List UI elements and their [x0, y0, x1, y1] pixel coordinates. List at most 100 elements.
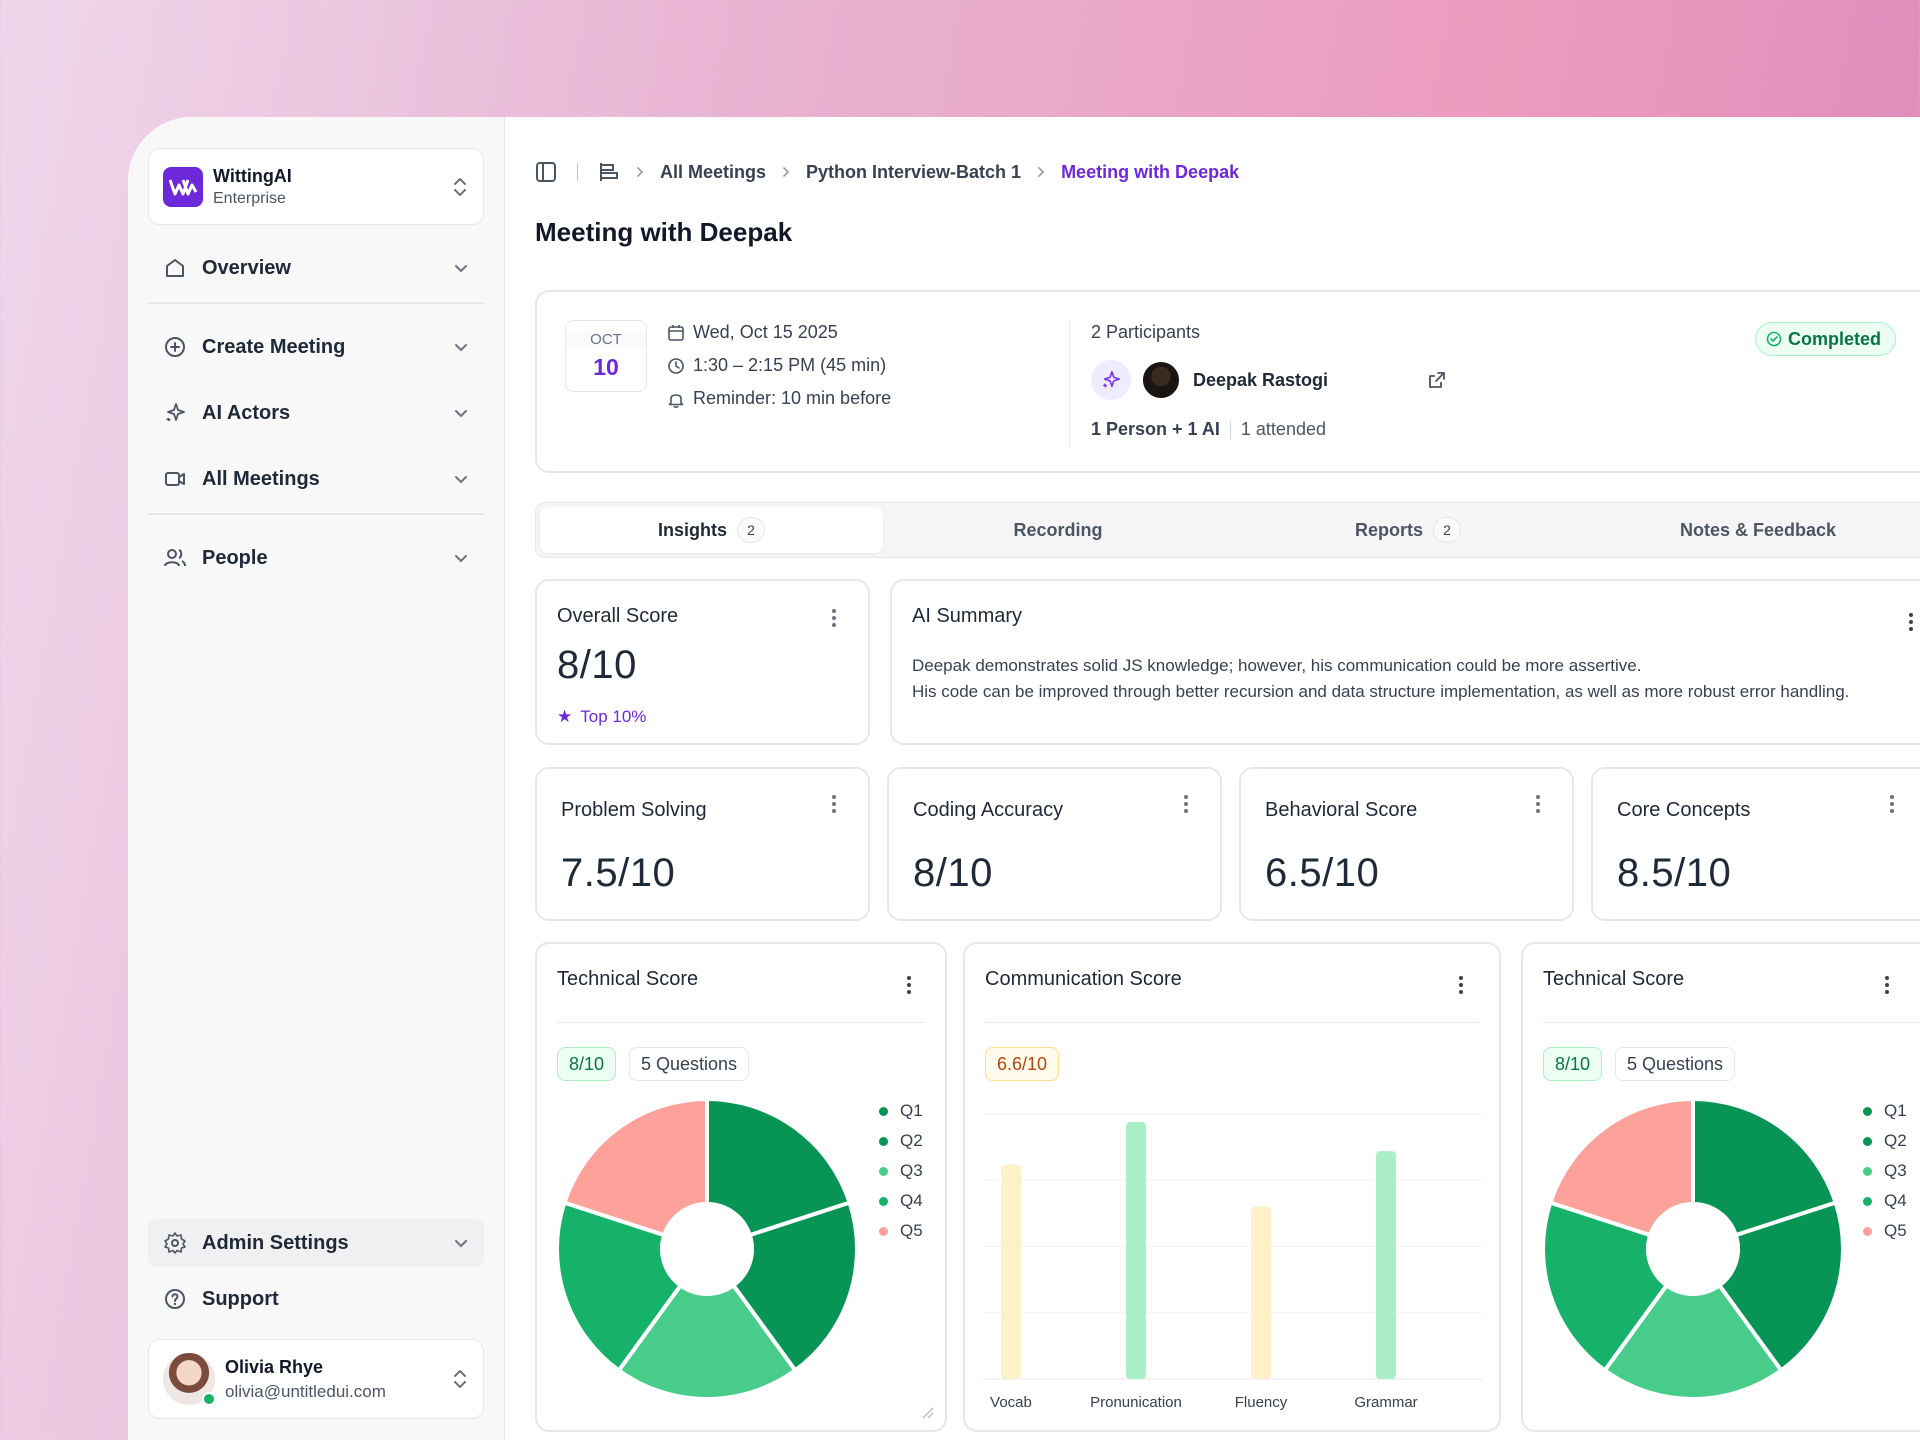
pie-slice-q4[interactable] — [557, 1200, 683, 1373]
legend-swatch — [1863, 1106, 1872, 1116]
pie-slice-q3[interactable] — [1602, 1283, 1784, 1399]
sidebar-item-create-meeting[interactable]: Create Meeting — [148, 323, 484, 371]
tab-notes-feedback[interactable]: Notes & Feedback — [1583, 507, 1920, 553]
more-vertical-icon[interactable] — [905, 974, 913, 996]
card-title: Overall Score — [557, 605, 679, 627]
more-vertical-icon[interactable] — [1888, 793, 1896, 815]
technical-score-card-2: Technical Score 8/10 5 Questions Q1 Q2 Q3 Q… — [1521, 942, 1920, 1432]
user-account-switcher[interactable]: Olivia Rhye olivia@untitledui.com — [148, 1339, 484, 1419]
sidebar-item-admin-settings[interactable]: Admin Settings — [148, 1219, 484, 1267]
breadcrumb-all-meetings[interactable]: All Meetings — [660, 161, 767, 182]
sidebar-item-label: AI Actors — [202, 401, 291, 424]
chevron-down-icon — [455, 555, 467, 563]
bar-fluency[interactable] — [1251, 1206, 1271, 1379]
users-icon — [162, 545, 188, 571]
participant-name[interactable]: Deepak Rastogi — [1193, 370, 1329, 390]
org-plan: Enterprise — [213, 189, 286, 207]
pie-slice-q1[interactable] — [705, 1099, 852, 1238]
sidebar-item-people[interactable]: People — [148, 534, 484, 582]
card-title: Technical Score — [1543, 968, 1685, 990]
rank-badge: ★ Top 10% — [557, 707, 646, 727]
sidebar-item-label: All Meetings — [202, 467, 320, 490]
bar-grammar[interactable] — [1376, 1151, 1396, 1379]
org-name: WittingAI — [213, 165, 292, 186]
bar-vocab[interactable] — [1001, 1164, 1021, 1379]
legend-item-q3: Q3 — [879, 1156, 923, 1186]
attended-count: 1 attended — [1240, 419, 1326, 439]
legend-item-q5: Q5 — [1863, 1216, 1907, 1246]
breadcrumb-current[interactable]: Meeting with Deepak — [1061, 161, 1240, 182]
summary-text: Deepak demonstrates solid JS knowledge; … — [912, 653, 1912, 705]
card-title: Core Concepts — [1617, 799, 1751, 821]
legend-swatch — [879, 1196, 888, 1206]
coding-accuracy-card: Coding Accuracy 8/10 — [887, 767, 1222, 921]
legend-item-q3: Q3 — [1863, 1156, 1907, 1186]
legend-label: Q5 — [1884, 1221, 1907, 1240]
legend-label: Q3 — [900, 1161, 923, 1180]
technical-score-pie-chart-2 — [1543, 1099, 1843, 1399]
legend-item-q1: Q1 — [1863, 1096, 1907, 1126]
legend-label: Q4 — [1884, 1191, 1907, 1210]
tab-recording[interactable]: Recording — [883, 507, 1233, 553]
more-vertical-icon[interactable] — [1907, 611, 1915, 633]
legend-label: Q4 — [900, 1191, 923, 1210]
breadcrumb-batch[interactable]: Python Interview-Batch 1 — [806, 161, 1022, 182]
technical-score-pie-chart — [557, 1099, 857, 1399]
score-badge: 6.6/10 — [985, 1047, 1060, 1081]
legend-swatch — [1863, 1136, 1872, 1146]
chevron-down-icon — [455, 265, 467, 273]
chevron-right-icon — [1038, 167, 1045, 177]
sidebar-item-support[interactable]: Support — [148, 1275, 484, 1323]
sidebar-item-ai-actors[interactable]: AI Actors — [148, 389, 484, 437]
meeting-reminder-row: Reminder: 10 min before — [667, 388, 891, 409]
more-vertical-icon[interactable] — [1883, 974, 1891, 996]
sidebar-item-all-meetings[interactable]: All Meetings — [148, 455, 484, 503]
legend-swatch — [1863, 1166, 1872, 1176]
org-switcher[interactable]: WittingAI Enterprise — [148, 148, 484, 225]
meeting-details-card: OCT 10 Wed, Oct 15 2025 1:30 – 2:15 PM (… — [535, 290, 1920, 473]
more-vertical-icon[interactable] — [1182, 793, 1190, 815]
tab-insights[interactable]: Insights 2 — [540, 507, 883, 553]
tab-label: Notes & Feedback — [1679, 519, 1837, 540]
score-value: 7.5/10 — [561, 851, 676, 895]
avatar — [163, 1353, 216, 1406]
legend-item-q2: Q2 — [1863, 1126, 1907, 1156]
card-title: Coding Accuracy — [913, 799, 1064, 821]
behavioral-score-card: Behavioral Score 6.5/10 — [1239, 767, 1574, 921]
more-vertical-icon[interactable] — [830, 607, 838, 629]
chevron-right-icon — [783, 167, 790, 177]
score-badge: 8/10 — [1543, 1047, 1603, 1081]
count-badge: 2 — [1433, 517, 1461, 543]
sidebar-toggle-icon[interactable] — [535, 161, 557, 183]
core-concepts-card: Core Concepts 8.5/10 — [1591, 767, 1920, 921]
chevron-up-down-icon — [454, 177, 466, 196]
pie-slice-q2[interactable] — [731, 1200, 857, 1373]
bar-pronunication[interactable] — [1126, 1121, 1146, 1379]
pie-slice-q2[interactable] — [1717, 1200, 1843, 1373]
pie-slice-q5[interactable] — [562, 1099, 709, 1238]
participant-summary: 1 Person + 1 AI 1 attended — [1091, 419, 1326, 440]
pie-slice-q4[interactable] — [1543, 1200, 1669, 1373]
tab-label: Reports — [1354, 519, 1423, 540]
sidebar-item-overview[interactable]: Overview — [148, 244, 484, 292]
more-vertical-icon[interactable] — [830, 793, 838, 815]
chart-legend: Q1 Q2 Q3 Q4 Q5 — [1863, 1096, 1907, 1246]
resize-handle-icon[interactable] — [917, 1402, 935, 1420]
meetings-icon[interactable] — [598, 161, 620, 183]
sidebar-item-label: Admin Settings — [202, 1231, 349, 1254]
questions-badge: 5 Questions — [629, 1047, 750, 1081]
pie-slice-q5[interactable] — [1548, 1099, 1695, 1238]
status-label: Completed — [1788, 328, 1882, 349]
ai-summary-card: AI Summary Deepak demonstrates solid JS … — [890, 579, 1920, 745]
pie-slice-q1[interactable] — [1691, 1099, 1838, 1238]
external-link-icon[interactable] — [1427, 370, 1447, 390]
card-title: AI Summary — [912, 605, 1023, 627]
summary-line: Deepak demonstrates solid JS knowledge; … — [912, 656, 1642, 675]
pie-slice-q3[interactable] — [616, 1283, 798, 1399]
score-badge: 8/10 — [557, 1047, 617, 1081]
more-vertical-icon[interactable] — [1457, 974, 1465, 996]
score-value: 8/10 — [913, 851, 993, 895]
tab-reports[interactable]: Reports 2 — [1233, 507, 1583, 553]
more-vertical-icon[interactable] — [1534, 793, 1542, 815]
date-month: OCT — [566, 331, 646, 348]
